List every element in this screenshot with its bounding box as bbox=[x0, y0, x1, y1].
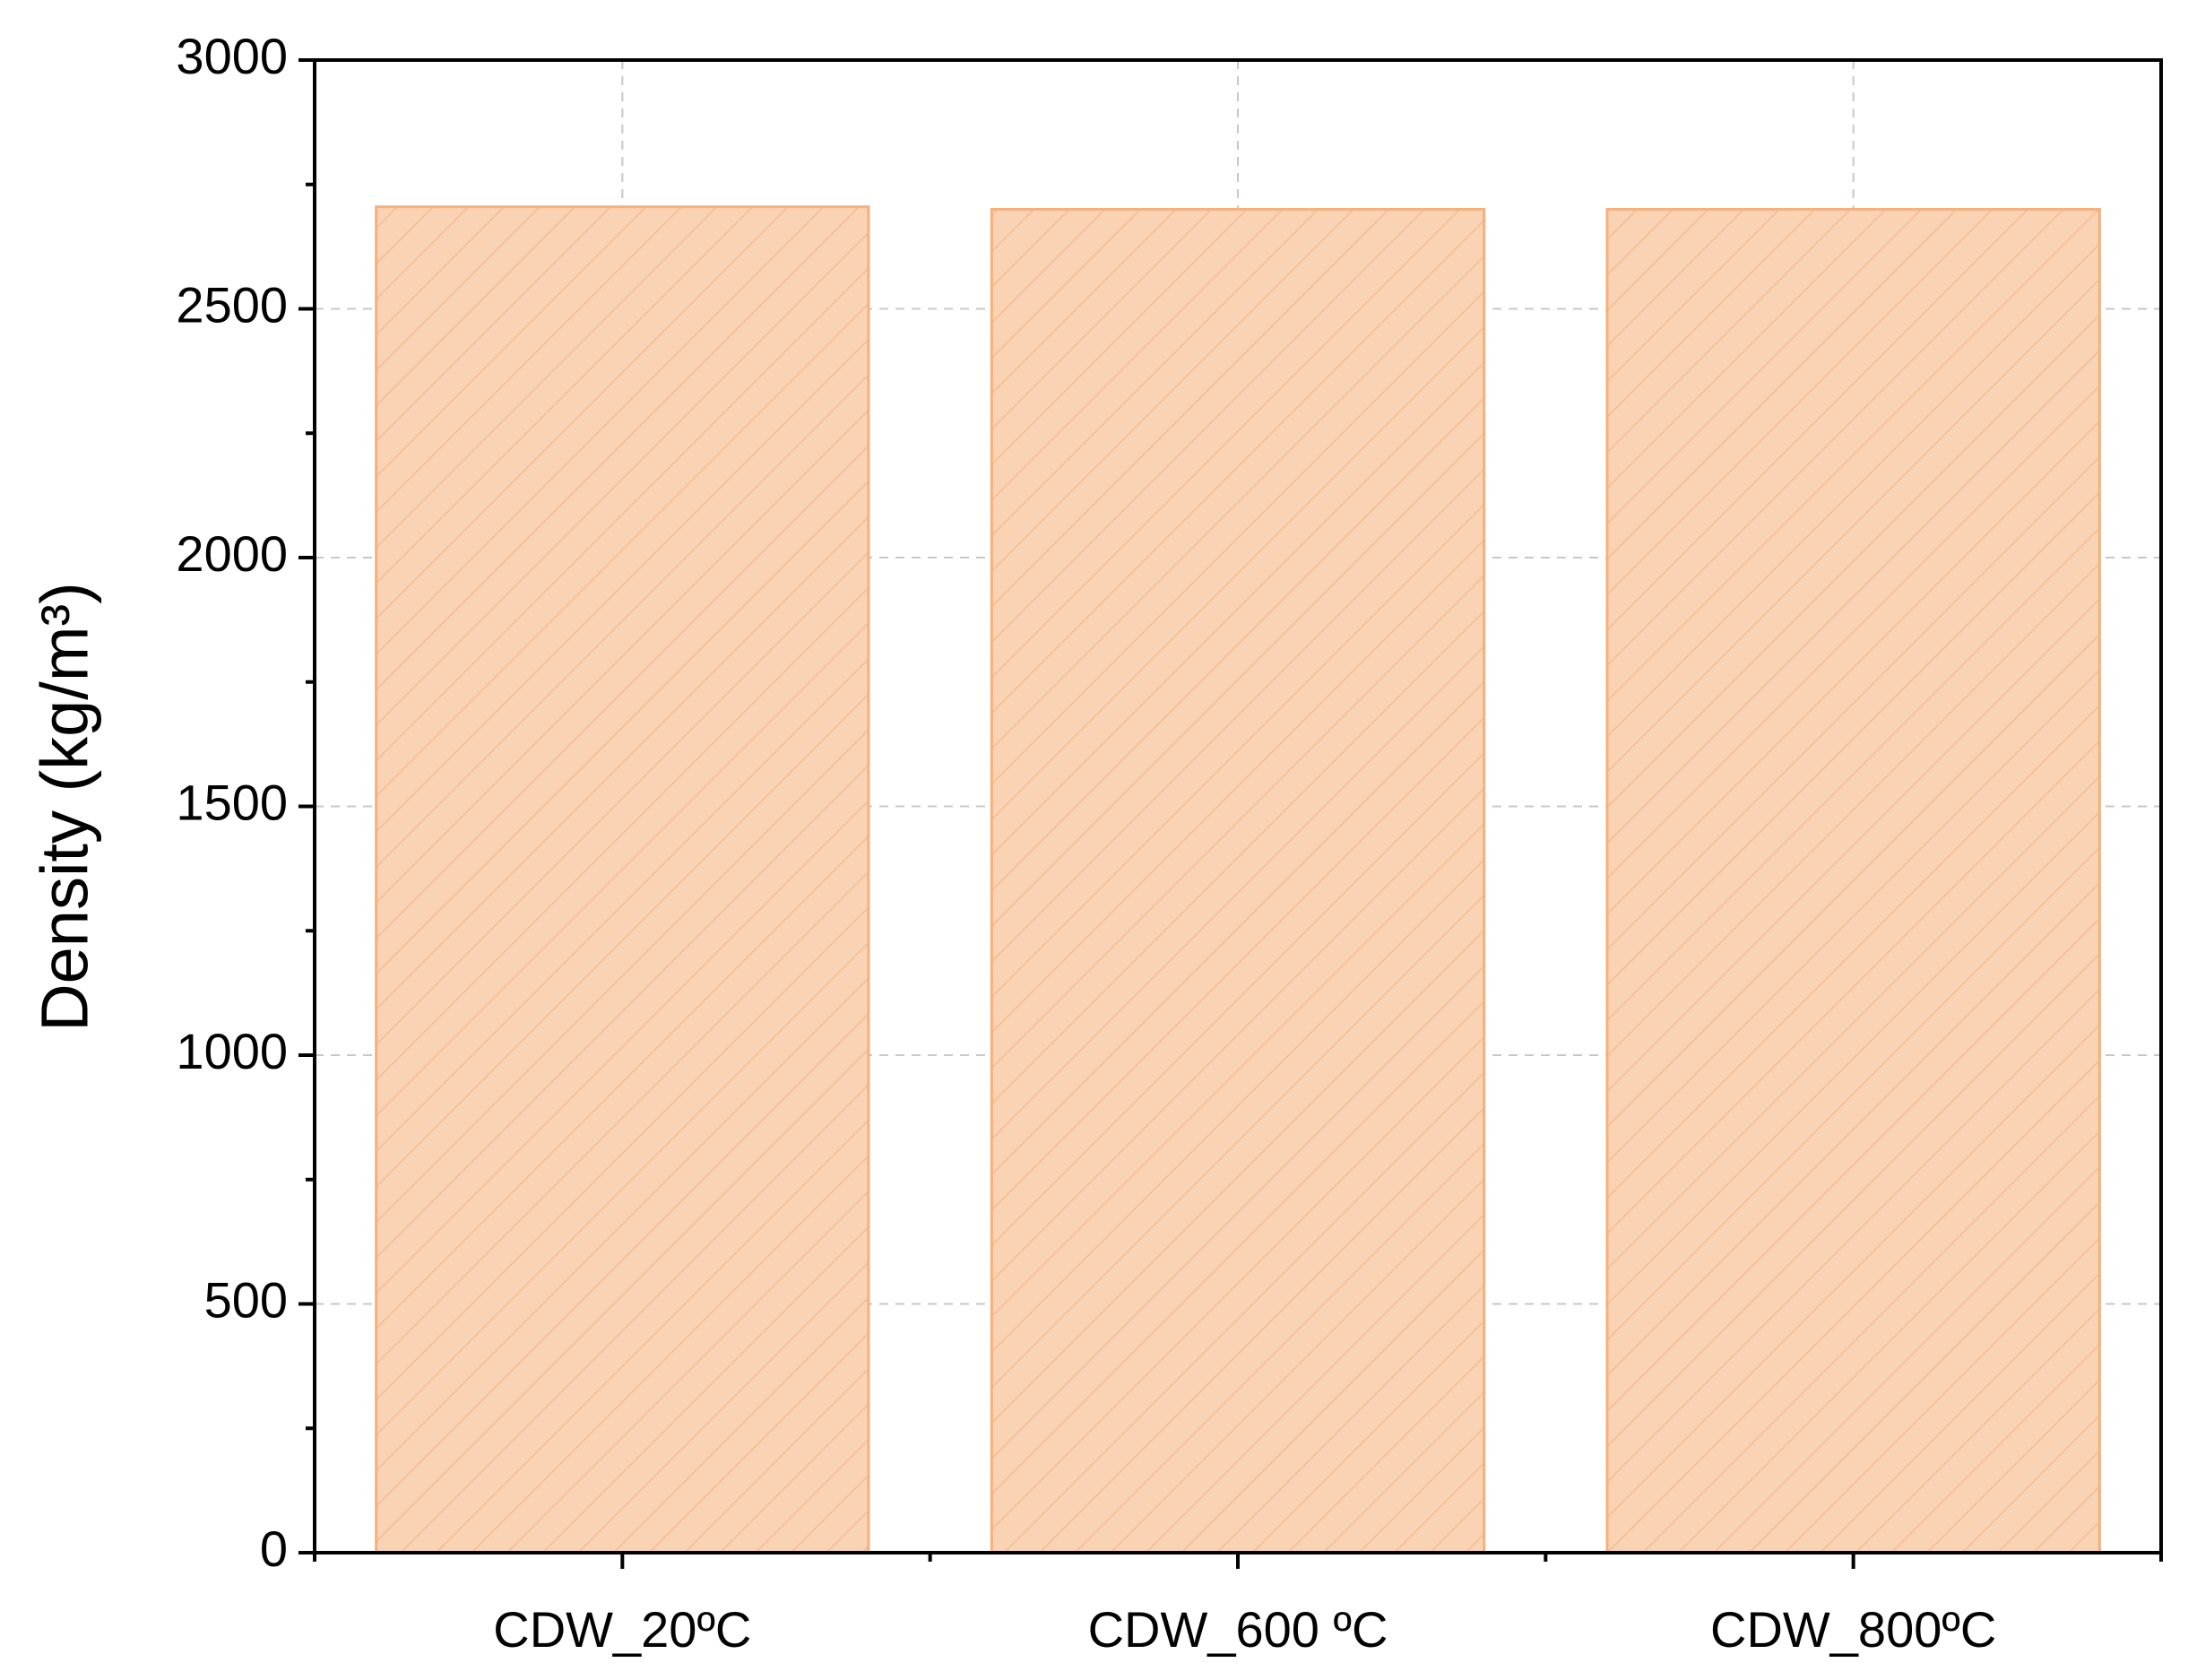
y-tick-label: 1000 bbox=[176, 1023, 288, 1079]
plot-frame bbox=[313, 58, 2163, 1554]
y-tick-label: 2000 bbox=[176, 525, 288, 582]
y-tick-label: 1500 bbox=[176, 774, 288, 830]
y-tick-label: 3000 bbox=[176, 28, 288, 84]
bar-hatch bbox=[991, 209, 1484, 1553]
y-axis-label: Density (kg/m³) bbox=[28, 582, 102, 1032]
y-tick-label: 0 bbox=[260, 1520, 288, 1577]
bar-hatch bbox=[1607, 209, 2100, 1553]
x-tick-label: CDW_800ºC bbox=[1710, 1601, 1996, 1658]
bar-hatch bbox=[376, 206, 869, 1554]
x-tick-label: CDW_600 ºC bbox=[1088, 1601, 1388, 1658]
y-tick-label: 500 bbox=[204, 1271, 288, 1328]
y-tick-label: 2500 bbox=[176, 276, 288, 333]
x-tick-label: CDW_20ºC bbox=[493, 1601, 751, 1658]
